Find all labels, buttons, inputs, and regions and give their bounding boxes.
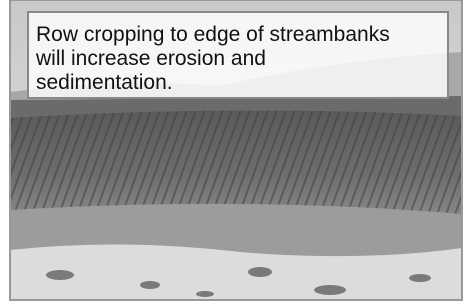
- caption-line: will increase erosion and: [35, 47, 266, 70]
- photo: Row cropping to edge of streambanks will…: [0, 0, 469, 308]
- caption-line: sedimentation.: [36, 71, 173, 94]
- crop-rows: [10, 110, 462, 220]
- page: Row cropping to edge of streambanks will…: [0, 0, 469, 308]
- caption-line: Row cropping to edge of streambanks: [36, 23, 390, 46]
